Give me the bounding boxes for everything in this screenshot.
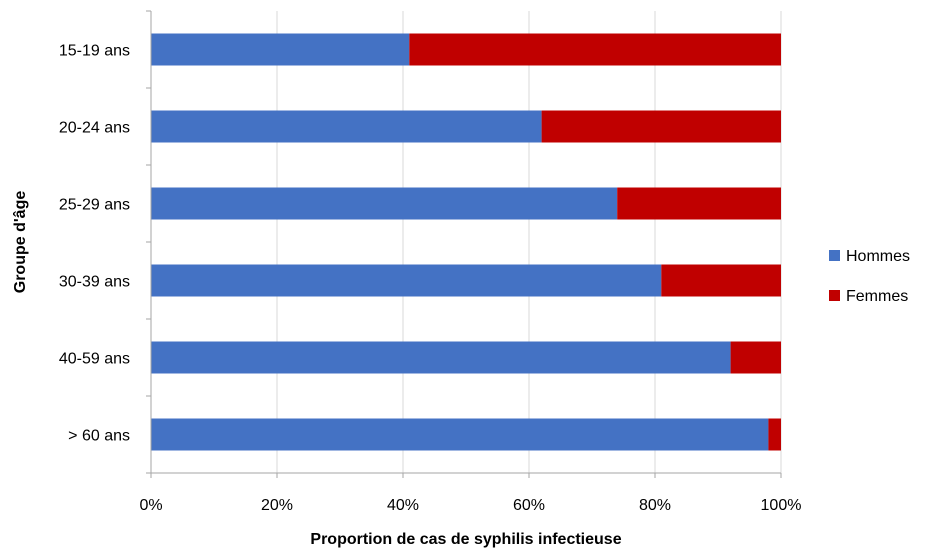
x-tick-label: 60%	[513, 497, 545, 514]
y-tick-label: 15-19 ans	[59, 43, 130, 60]
x-axis-title: Proportion de cas de syphilis infectieus…	[310, 531, 621, 548]
bar-hommes-3	[151, 264, 662, 297]
y-tick-label: 25-29 ans	[59, 197, 130, 214]
x-tick-label: 40%	[387, 497, 419, 514]
bar-hommes-1	[151, 110, 542, 143]
legend-label-femmes: Femmes	[846, 288, 908, 305]
bar-femmes-2	[617, 187, 781, 220]
bar-hommes-2	[151, 187, 618, 220]
bar-hommes-0	[151, 33, 410, 66]
y-tick-label: 20-24 ans	[59, 120, 130, 137]
gridlines	[276, 11, 782, 473]
bar-femmes-3	[661, 264, 781, 297]
y-tick-label: > 60 ans	[68, 428, 130, 445]
legend-swatch-hommes	[829, 250, 840, 261]
bar-femmes-4	[730, 341, 781, 374]
x-tick-labels: 0% 20% 40% 60% 80% 100%	[139, 497, 801, 514]
y-tick-label: 30-39 ans	[59, 274, 130, 291]
bars	[151, 33, 781, 451]
legend-label-hommes: Hommes	[846, 248, 910, 265]
bar-hommes-4	[151, 341, 731, 374]
legend-swatch-femmes	[829, 290, 840, 301]
x-tick-label: 80%	[639, 497, 671, 514]
x-tick-label: 100%	[761, 497, 802, 514]
x-tick-label: 20%	[261, 497, 293, 514]
bar-femmes-1	[541, 110, 781, 143]
y-tick-label: 40-59 ans	[59, 351, 130, 368]
y-axis-title: Groupe d'âge	[12, 191, 29, 294]
axes	[146, 10, 782, 478]
legend: Hommes Femmes	[829, 248, 910, 305]
bar-femmes-0	[409, 33, 781, 66]
bar-femmes-5	[768, 418, 781, 451]
bar-hommes-5	[151, 418, 769, 451]
x-tick-label: 0%	[139, 497, 162, 514]
y-tick-labels: 15-19 ans 20-24 ans 25-29 ans 30-39 ans 40-5…	[59, 43, 130, 445]
